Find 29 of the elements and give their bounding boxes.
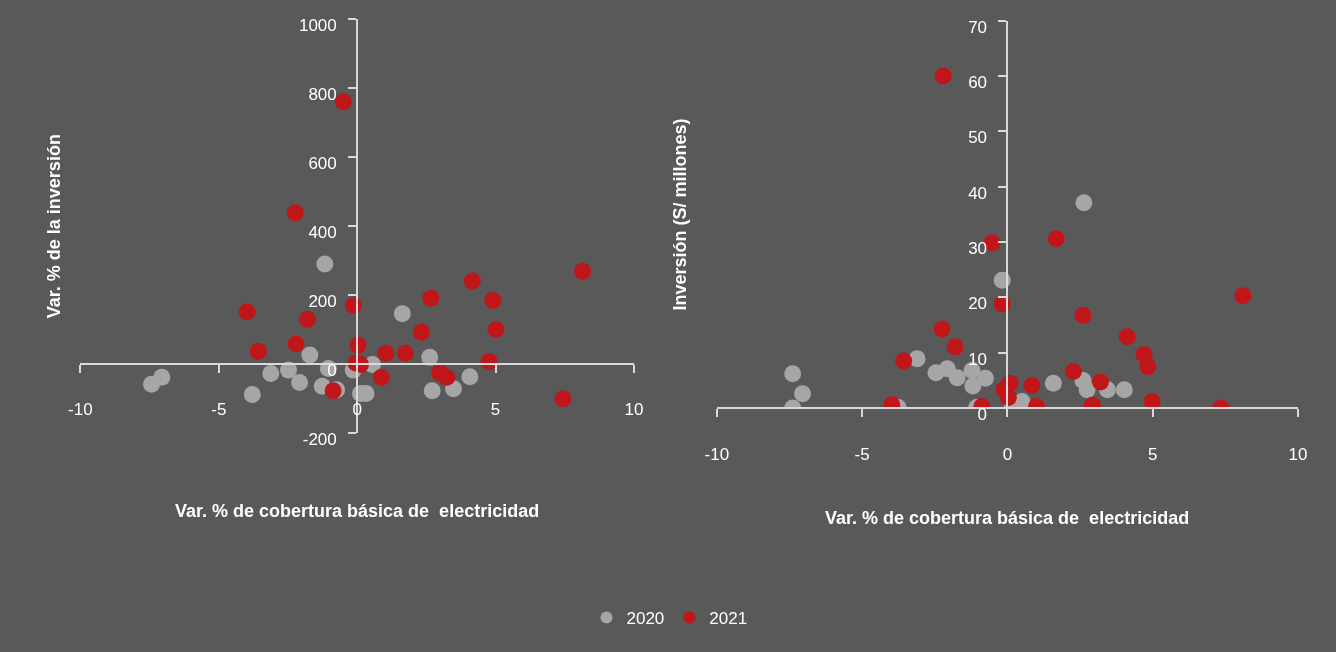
x-tick-label: 0 — [1002, 444, 1013, 464]
y-tick-label: 30 — [968, 239, 988, 259]
y-tick-label: 60 — [968, 73, 988, 93]
x-tick-label: 5 — [1148, 444, 1158, 464]
legend-label: 2021 — [709, 609, 748, 629]
y-tick-label: 800 — [308, 85, 337, 105]
y-tick-label: 0 — [327, 360, 337, 380]
y-tick-label: 70 — [968, 17, 988, 37]
y-tick-label: 20 — [968, 294, 988, 314]
y-axis-title: Var. % de la inversión — [43, 134, 64, 319]
y-tick-label: -200 — [302, 429, 337, 449]
x-tick-label: 5 — [490, 400, 501, 420]
x-tick-label: 10 — [1288, 444, 1308, 464]
legend-label: 2020 — [626, 609, 665, 629]
x-tick-label: -5 — [211, 400, 227, 420]
y-tick-label: 400 — [308, 223, 337, 243]
x-tick-label: 10 — [624, 400, 644, 420]
y-tick-label: 200 — [308, 291, 337, 311]
y-tick-label: 10 — [968, 349, 988, 369]
x-axis-title: Var. % de cobertura básica de electricidad — [825, 508, 1190, 528]
y-tick-label: 50 — [968, 128, 988, 148]
y-axis-title: Inversión (S/ millones) — [669, 118, 690, 311]
x-axis-title: Var. % de cobertura básica de electricidad — [175, 501, 540, 521]
y-tick-label: 1000 — [298, 16, 337, 36]
x-tick-label: -10 — [704, 444, 730, 464]
x-tick-label: -5 — [854, 444, 870, 464]
y-tick-label: 40 — [968, 183, 988, 203]
y-tick-label: 600 — [308, 154, 337, 174]
x-tick-label: -10 — [68, 400, 93, 420]
